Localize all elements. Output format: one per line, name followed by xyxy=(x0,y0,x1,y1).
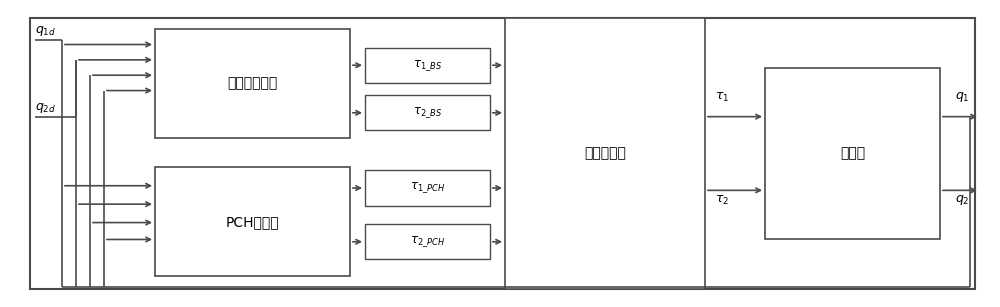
Bar xyxy=(30,18,975,289)
Text: $q_{1d}$: $q_{1d}$ xyxy=(35,24,56,38)
Bar xyxy=(765,68,940,239)
Text: 反步法控制器: 反步法控制器 xyxy=(227,77,278,91)
Text: $\tau_{1\_BS}$: $\tau_{1\_BS}$ xyxy=(413,58,442,73)
Text: 机器人: 机器人 xyxy=(840,146,865,161)
Bar xyxy=(155,167,350,276)
Bar xyxy=(365,48,490,83)
Text: $\tau_{1\_PCH}$: $\tau_{1\_PCH}$ xyxy=(410,181,445,196)
Text: $\tau_1$: $\tau_1$ xyxy=(715,91,729,104)
Text: $q_1$: $q_1$ xyxy=(955,90,970,104)
Text: $\tau_2$: $\tau_2$ xyxy=(715,193,729,207)
Bar xyxy=(155,29,350,138)
Text: $q_{2d}$: $q_{2d}$ xyxy=(35,101,56,115)
Bar xyxy=(505,18,705,289)
Bar xyxy=(365,224,490,259)
Text: PCH控制器: PCH控制器 xyxy=(226,215,279,229)
Text: $\tau_{2\_BS}$: $\tau_{2\_BS}$ xyxy=(413,105,442,120)
Text: 协调控制器: 协调控制器 xyxy=(584,146,626,161)
Text: $\tau_{2\_PCH}$: $\tau_{2\_PCH}$ xyxy=(410,234,445,249)
Text: $q_2$: $q_2$ xyxy=(955,193,970,208)
Bar xyxy=(365,170,490,206)
Bar xyxy=(365,95,490,130)
